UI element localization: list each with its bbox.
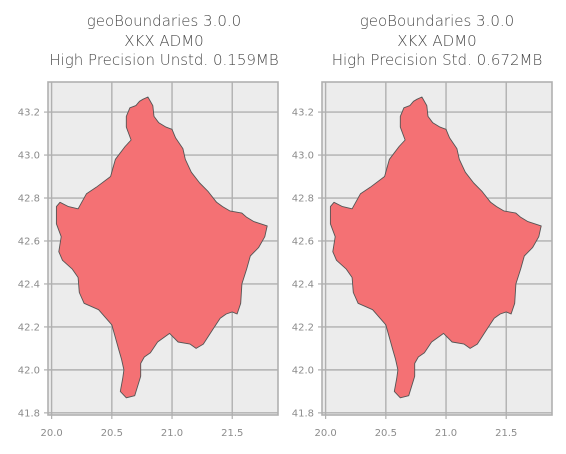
right-title-line-3: High Precision Std. 0.672MB xyxy=(331,51,543,69)
right-axes-frame xyxy=(321,81,553,416)
left-kosovo-boundary xyxy=(55,96,268,399)
left-y-tick-label: 41.8 xyxy=(18,408,40,419)
right-map-axes: 20.0 20.5 21.0 21.5 41.8 42.0 42.2 42.4 42.6 42.8… xyxy=(292,81,553,439)
left-title-line-1: geoBoundaries 3.0.0 xyxy=(86,12,242,30)
right-y-tick-label: 41.8 xyxy=(292,408,314,419)
left-map-axes: 20.0 20.5 21.0 21.5 41.8 42.0 42.2 42.4 42.6 42.8… xyxy=(18,81,279,439)
right-x-tick-label: 21.5 xyxy=(495,428,517,439)
right-y-tick-label: 42.8 xyxy=(292,194,314,205)
right-x-tick-label: 20.0 xyxy=(314,428,336,439)
right-y-tick-label: 42.2 xyxy=(292,322,314,333)
right-title-line-1: geoBoundaries 3.0.0 xyxy=(359,12,515,30)
left-y-tick-label: 42.8 xyxy=(18,194,40,205)
left-y-tick-label: 42.6 xyxy=(18,236,40,247)
right-y-tick-label: 42.0 xyxy=(292,365,314,376)
left-y-tick-label: 43.2 xyxy=(18,108,40,119)
right-x-tick-label: 21.0 xyxy=(435,428,457,439)
left-axes-frame xyxy=(47,81,279,416)
left-x-tick-label: 21.5 xyxy=(221,428,243,439)
right-title-line-2: XKX ADM0 xyxy=(397,31,477,50)
left-x-tick-label: 20.5 xyxy=(101,428,123,439)
left-y-tick-label: 42.2 xyxy=(18,322,40,333)
left-panel-title: geoBoundaries 3.0.0 XKX ADM0 High Precis… xyxy=(24,12,304,71)
left-title-line-2: XKX ADM0 xyxy=(124,31,204,50)
right-panel-title: geoBoundaries 3.0.0 XKX ADM0 High Precis… xyxy=(297,12,566,71)
right-y-tick-label: 43.2 xyxy=(292,108,314,119)
right-y-tick-label: 42.4 xyxy=(292,279,314,290)
left-x-tick-label: 21.0 xyxy=(161,428,183,439)
left-y-tick-label: 43.0 xyxy=(18,151,40,162)
left-y-tick-label: 42.4 xyxy=(18,279,40,290)
right-y-tick-label: 42.6 xyxy=(292,236,314,247)
left-y-tick-label: 42.0 xyxy=(18,365,40,376)
left-x-tick-label: 20.0 xyxy=(40,428,62,439)
right-x-tick-label: 20.5 xyxy=(375,428,397,439)
right-y-tick-label: 43.0 xyxy=(292,151,314,162)
left-title-line-3: High Precision Unstd. 0.159MB xyxy=(49,51,279,69)
right-kosovo-boundary xyxy=(329,96,542,399)
